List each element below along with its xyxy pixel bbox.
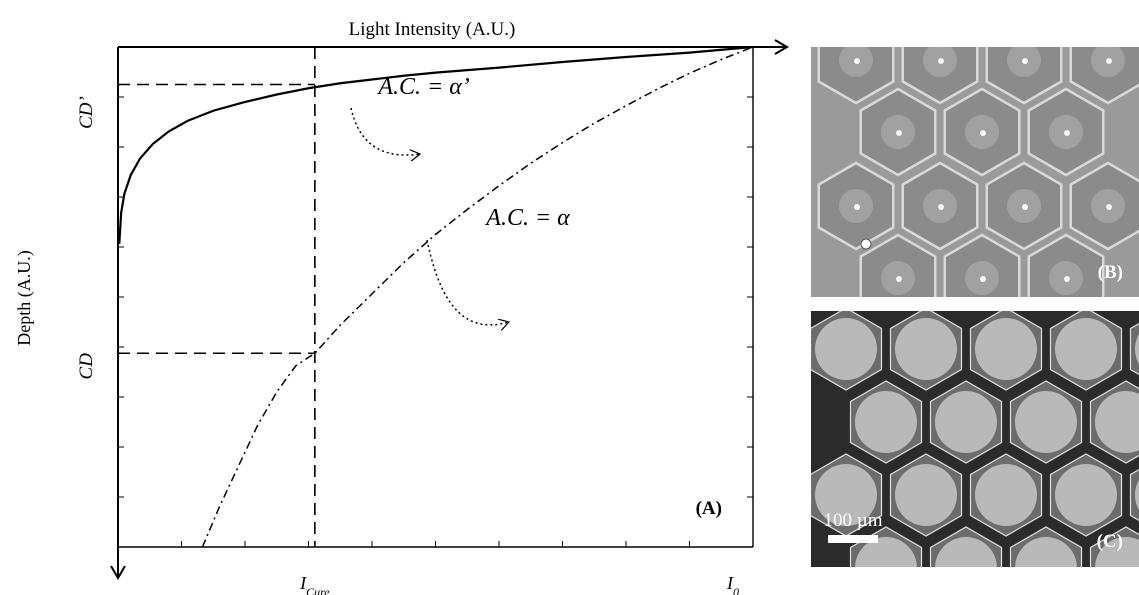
cell-disk-c [935,537,997,567]
cell-disk-c [1095,537,1139,567]
cell-disk-c [1055,464,1117,526]
cell-bright-spot-b [938,58,944,64]
cell-disk-c [935,391,997,453]
cell-disk-c [855,537,917,567]
scale-bar [828,535,878,543]
cell-bright-spot-b [1106,204,1112,210]
hex-cell-c [1129,322,1139,376]
y-axis-label: Depth (A.U.) [14,250,35,345]
guide-lines [118,47,316,547]
x-axis-arrowhead [774,39,789,55]
cell-bright-spot-b [896,130,902,136]
annotation-arrow-alpha-prime [350,107,420,155]
x-axis-label: Light Intensity (A.U.) [349,19,516,40]
axis-ticks [118,47,754,548]
cell-disk-c [1135,479,1139,511]
cell-disk-c [975,464,1037,526]
cell-disk-c [975,318,1037,380]
y-axis-arrowhead [110,565,126,580]
cell-bright-spot-b [980,276,986,282]
cell-disk-c [1055,318,1117,380]
plot-area [118,47,753,547]
cell-bright-spot-b [1106,58,1112,64]
cell-bright-spot-b [854,58,860,64]
hexagonal-cells-b [817,47,1139,297]
cell-disk-c [815,318,877,380]
x-tick-label-i-zero: I0 [726,573,739,595]
panel-label-a: (A) [696,498,722,519]
annotation-alpha: A.C. = α [484,205,570,231]
micrograph-b: (B) [811,47,1139,297]
annotation-arrow-alpha [426,239,509,325]
x-tick-label-i-cure: ICure [299,573,330,595]
curve-alpha [201,46,754,548]
cell-disk-c [855,391,917,453]
y-tick-label-cd: CD [76,353,97,380]
cell-bright-spot-b [896,276,902,282]
micrograph-c: 100 µm (C) [811,311,1139,567]
cell-bright-spot-b [938,204,944,210]
cell-disk-c [815,464,877,526]
panel-label-c: (C) [1097,531,1123,552]
cell-disk-c [1015,537,1077,567]
cell-bright-spot-b [1022,58,1028,64]
cell-bright-spot-b [1022,204,1028,210]
cell-bright-spot-b [854,204,860,210]
cell-bright-spot-b [1064,276,1070,282]
cell-disk-c [1095,391,1139,453]
cell-disk-c [1135,333,1139,365]
bubble-b [860,238,872,250]
chart-panel-a: A.C. = α’ A.C. = α Light Intensity (A.U.)… [14,19,789,595]
panel-label-b: (B) [1098,262,1123,283]
cell-disk-c [895,318,957,380]
curves [118,45,754,548]
cell-bright-spot-b [980,130,986,136]
cell-disk-c [1015,391,1077,453]
hex-cell-c [1129,468,1139,522]
curve-alpha-prime [118,45,754,244]
cell-bright-spot-b [1064,130,1070,136]
cell-disk-c [895,464,957,526]
y-tick-label-cd-prime: CD’ [76,96,97,129]
scale-bar-label: 100 µm [824,510,883,531]
hexagonal-cells-c [811,311,1139,567]
annotations: A.C. = α’ A.C. = α [350,74,570,325]
annotation-alpha-prime: A.C. = α’ [376,74,469,100]
